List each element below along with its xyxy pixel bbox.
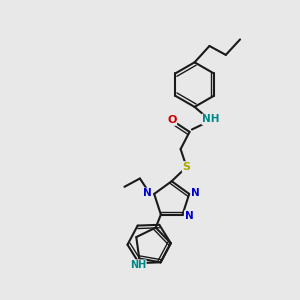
Text: N: N xyxy=(143,188,152,198)
Text: S: S xyxy=(183,162,190,172)
Text: NH: NH xyxy=(202,114,220,124)
Text: O: O xyxy=(167,115,176,125)
Text: NH: NH xyxy=(130,260,146,270)
Text: N: N xyxy=(185,211,194,221)
Text: N: N xyxy=(191,188,200,198)
